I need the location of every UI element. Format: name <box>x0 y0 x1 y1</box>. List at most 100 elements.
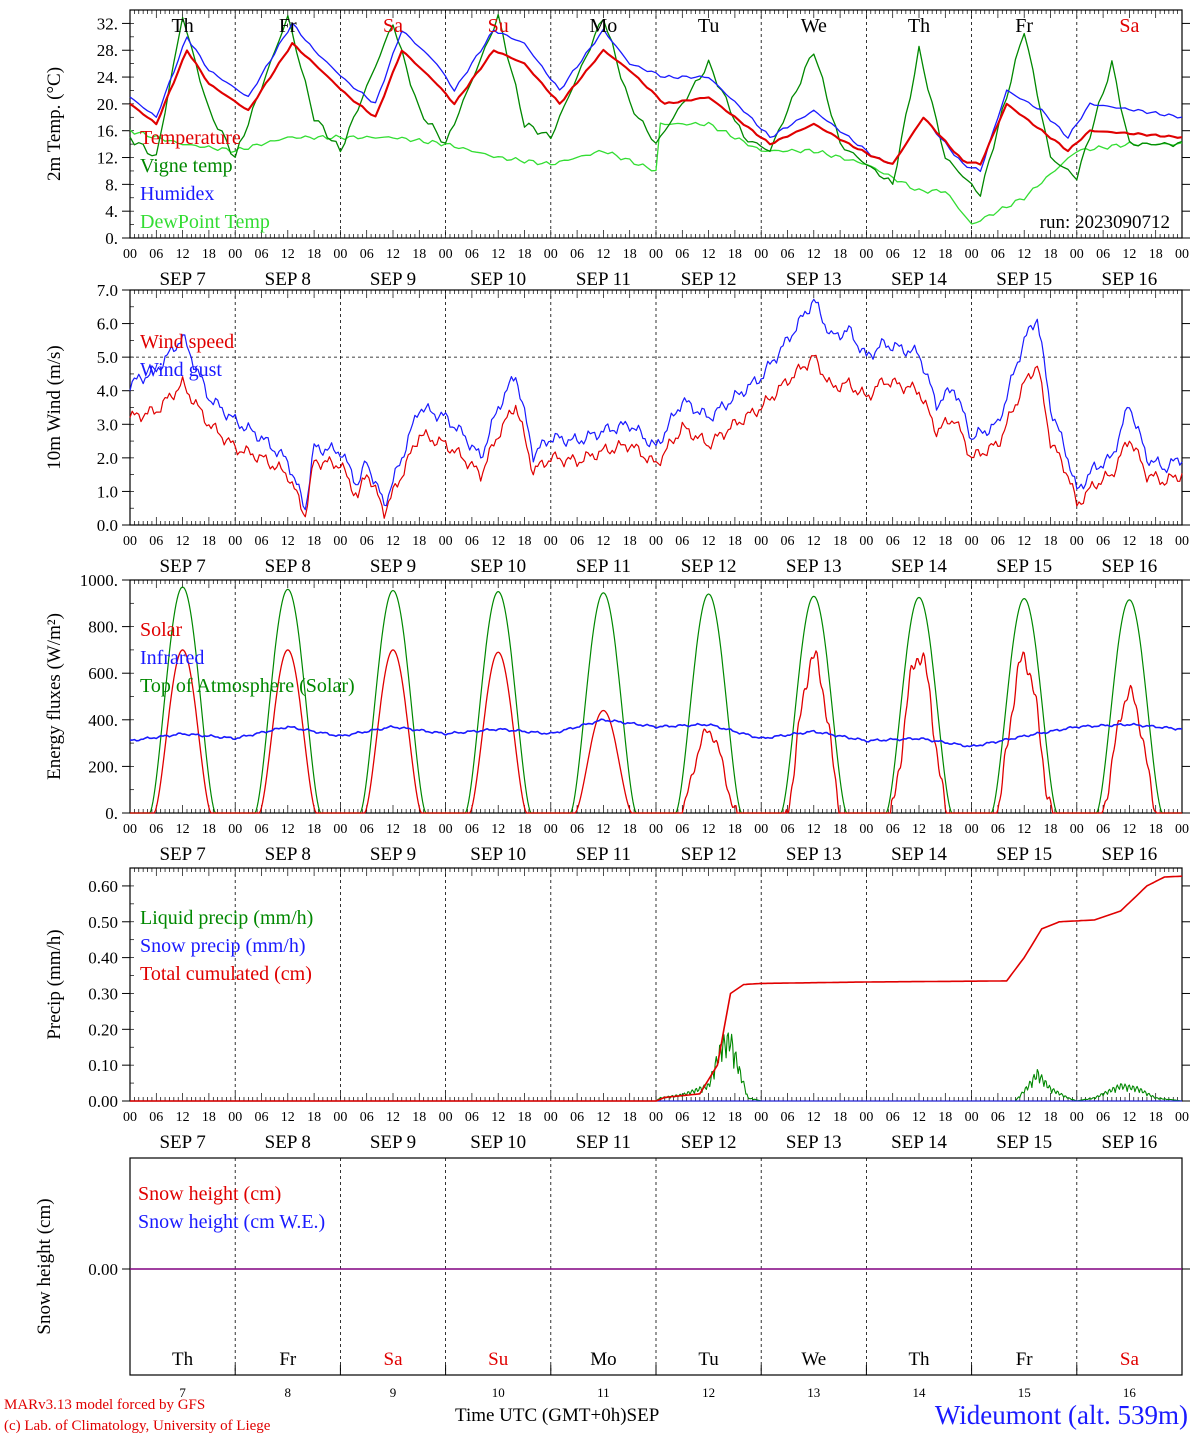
hour-label: 06 <box>1096 534 1110 549</box>
day-number: 9 <box>390 1385 397 1400</box>
hour-label: 18 <box>938 534 952 549</box>
hour-label: 06 <box>1096 1110 1110 1125</box>
legend-entry: Temperature <box>140 127 241 149</box>
weekday-label: Tu <box>698 15 720 37</box>
y-tick-label: 5.0 <box>97 348 118 367</box>
legend-precip: Liquid precip (mm/h) Snow precip (mm/h) To… <box>140 907 313 985</box>
hour-label: 18 <box>1044 247 1058 262</box>
hour-label: 06 <box>570 247 584 262</box>
hour-label: 12 <box>176 822 190 837</box>
date-label: SEP 8 <box>265 844 311 865</box>
weekday-label: Th <box>908 1349 930 1370</box>
hour-label: 12 <box>176 534 190 549</box>
date-label: SEP 15 <box>996 844 1052 865</box>
weekday-label: Sa <box>1119 15 1139 37</box>
hour-label: 00 <box>859 534 873 549</box>
legend-entry: Humidex <box>140 183 214 205</box>
hour-label: 00 <box>123 534 137 549</box>
hour-label: 12 <box>386 534 400 549</box>
hour-label: 06 <box>255 534 269 549</box>
hour-label: 00 <box>1175 822 1189 837</box>
hour-label: 12 <box>596 822 610 837</box>
hour-label: 00 <box>754 534 768 549</box>
hour-label: 06 <box>149 247 163 262</box>
date-label: SEP 10 <box>470 556 526 577</box>
hour-label: 00 <box>1070 1110 1084 1125</box>
hour-label: 18 <box>1044 1110 1058 1125</box>
day-number: 8 <box>285 1385 292 1400</box>
hour-label: 12 <box>702 822 716 837</box>
hour-label: 00 <box>1175 1110 1189 1125</box>
hour-label: 12 <box>386 247 400 262</box>
y-axis-5: 0.00 Snow height (cm) <box>34 1198 1190 1335</box>
hour-label: 00 <box>649 534 663 549</box>
y-axis-label: Energy fluxes (W/m²) <box>44 613 65 780</box>
hour-label: 18 <box>412 534 426 549</box>
date-label: SEP 14 <box>891 556 947 577</box>
date-label: SEP 10 <box>470 269 526 290</box>
hour-label: 00 <box>544 534 558 549</box>
date-label: SEP 9 <box>370 844 416 865</box>
hour-label: 12 <box>1122 1110 1136 1125</box>
hour-label: 12 <box>702 247 716 262</box>
y-tick-label: 0.60 <box>88 877 118 896</box>
hour-label: 06 <box>886 534 900 549</box>
y-axis-label: 10m Wind (m/s) <box>44 345 65 470</box>
hour-label: 12 <box>491 534 505 549</box>
y-tick-label: 400. <box>88 711 118 730</box>
hour-label: 18 <box>728 534 742 549</box>
y-tick-label: 0.50 <box>88 913 118 932</box>
date-label: SEP 11 <box>576 556 631 577</box>
hour-label: 18 <box>412 247 426 262</box>
temperature-series <box>129 13 1183 225</box>
y-tick-label: 12. <box>97 149 118 168</box>
hour-label: 00 <box>228 822 242 837</box>
y-axis-1: 0. 4. 8. 12. 16. 20. 24. 28. 32. 2m Temp. (°C) <box>44 14 1190 248</box>
y-tick-label: 0.00 <box>88 1260 118 1279</box>
hour-label: 06 <box>360 1110 374 1125</box>
date-label: SEP 14 <box>891 1132 947 1153</box>
y-tick-label: 0. <box>105 804 118 823</box>
precip-series <box>130 875 1183 1102</box>
y-tick-label: 8. <box>105 175 118 194</box>
hour-label: 12 <box>702 534 716 549</box>
hour-label: 12 <box>807 1110 821 1125</box>
hour-label: 06 <box>675 247 689 262</box>
hour-label: 06 <box>1096 247 1110 262</box>
hour-label: 06 <box>149 1110 163 1125</box>
hour-label: 06 <box>255 1110 269 1125</box>
y-tick-label: 4. <box>105 202 118 221</box>
date-label: SEP 11 <box>576 1132 631 1153</box>
y-tick-label: 3.0 <box>97 415 118 434</box>
y-tick-label: 20. <box>97 95 118 114</box>
hour-label: 06 <box>360 247 374 262</box>
hour-label: 12 <box>912 822 926 837</box>
hour-label: 00 <box>439 247 453 262</box>
hour-label: 06 <box>360 534 374 549</box>
date-label: SEP 16 <box>1102 269 1158 290</box>
hour-label: 12 <box>1122 822 1136 837</box>
y-axis-label: Precip (mm/h) <box>44 929 65 1039</box>
hour-label: 18 <box>1044 534 1058 549</box>
panel-2: 00 06 12 18 00 06 12 18 00 06 12 18 00 06 12 18 00 06 12 18… <box>123 289 1189 577</box>
weekday-label: Mo <box>590 15 618 37</box>
date-label: SEP 12 <box>681 1132 737 1153</box>
hour-label: 12 <box>596 534 610 549</box>
legend-entry: Infrared <box>140 647 204 669</box>
day-number: 7 <box>179 1385 186 1400</box>
hour-label: 18 <box>202 247 216 262</box>
date-label: SEP 14 <box>891 844 947 865</box>
date-label: SEP 15 <box>996 269 1052 290</box>
hour-label: 12 <box>596 247 610 262</box>
hour-label: 12 <box>807 822 821 837</box>
day-number: 14 <box>913 1385 927 1400</box>
hour-label: 18 <box>1044 822 1058 837</box>
hour-label: 06 <box>886 822 900 837</box>
y-tick-label: 800. <box>88 618 118 637</box>
hour-label: 18 <box>938 1110 952 1125</box>
y-tick-label: 1.0 <box>97 482 118 501</box>
hour-label: 18 <box>518 822 532 837</box>
weekday-label: Th <box>908 15 930 37</box>
weekday-label: Fr <box>279 1349 297 1370</box>
y-tick-label: 16. <box>97 122 118 141</box>
